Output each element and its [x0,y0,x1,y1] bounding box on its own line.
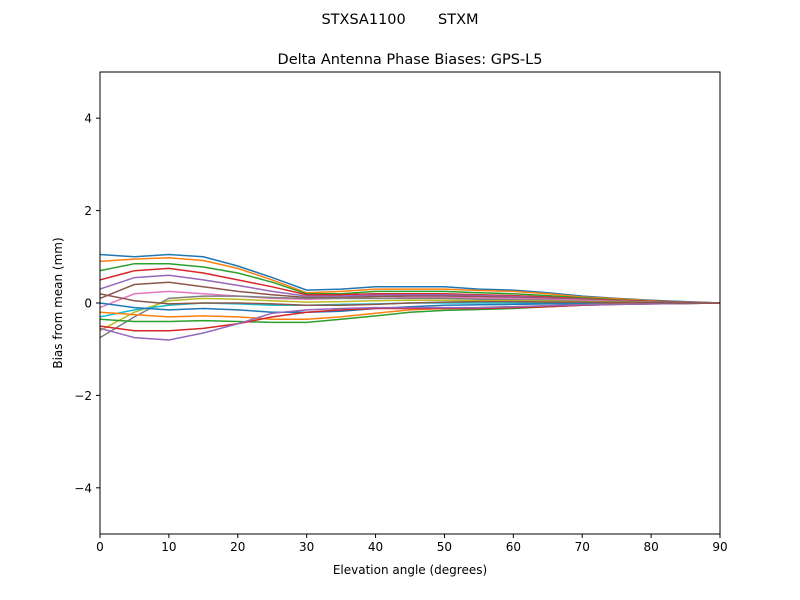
chart-suptitle: STXSA1100 STXM [321,12,478,28]
x-tick-label: 20 [230,540,245,554]
series-line-16 [100,293,720,307]
x-tick-label: 90 [712,540,727,554]
x-tick-label: 30 [299,540,314,554]
x-tick-label: 50 [437,540,452,554]
y-tick-label: 2 [84,204,92,218]
x-axis: 0 10 20 30 40 50 60 70 80 90 [96,534,728,554]
series-line-12 [100,302,720,320]
x-tick-label: 60 [506,540,521,554]
x-tick-label: 40 [368,540,383,554]
y-axis: −4 −2 0 2 4 [74,112,100,495]
x-tick-label: 0 [96,540,104,554]
x-tick-label: 70 [575,540,590,554]
y-tick-label: 4 [84,112,92,126]
y-tick-label: 0 [84,297,92,311]
series-line-2 [100,256,720,304]
series-line-15 [100,302,720,341]
y-tick-label: −2 [74,389,92,403]
series-line-13 [100,302,720,324]
x-tick-label: 80 [643,540,658,554]
series-lines [100,253,720,341]
chart-title: Delta Antenna Phase Biases: GPS-L5 [278,52,543,68]
x-axis-label: Elevation angle (degrees) [333,563,487,577]
y-tick-label: −4 [74,481,92,495]
y-axis-label: Bias from mean (mm) [51,237,65,368]
x-tick-label: 10 [161,540,176,554]
